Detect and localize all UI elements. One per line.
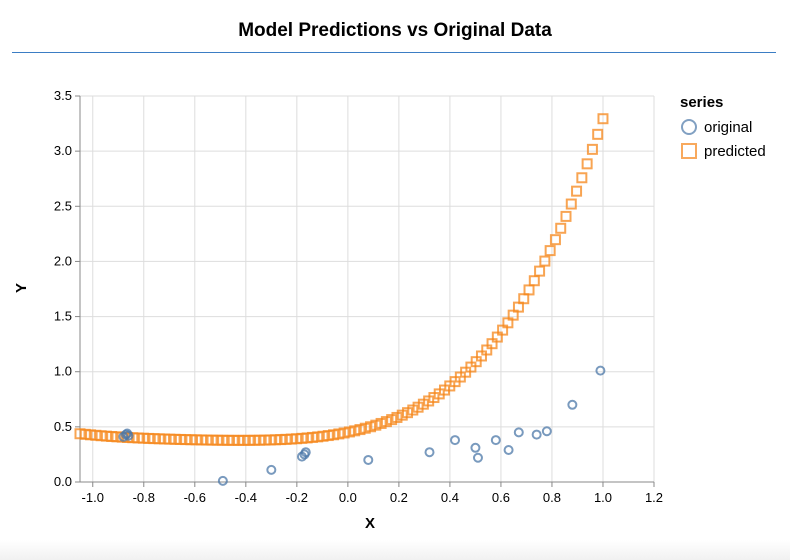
predicted-point [528, 275, 540, 287]
legend-title: series [680, 94, 724, 111]
original-point [470, 442, 481, 453]
x-tick-label: 0.6 [492, 490, 510, 505]
legend-label-original: original [704, 118, 753, 136]
y-tick-label: 2.5 [54, 198, 72, 213]
x-tick-label: -0.8 [133, 490, 155, 505]
x-tick-label: 0.4 [441, 490, 459, 505]
original-point [595, 365, 606, 376]
title-divider [12, 52, 776, 53]
original-point [363, 454, 374, 465]
original-point [541, 426, 552, 437]
y-tick-label: 2.0 [54, 253, 72, 268]
legend-label-predicted: predicted [704, 142, 766, 160]
predicted-point [592, 128, 604, 140]
predicted-point [555, 222, 567, 234]
predicted-point [539, 255, 551, 267]
predicted-point [565, 198, 577, 210]
legend-item-predicted: predicted [680, 139, 766, 163]
x-tick-label: -1.0 [82, 490, 104, 505]
grid [80, 95, 655, 483]
original-point [567, 399, 578, 410]
original-point [472, 452, 483, 463]
original-point [300, 447, 311, 458]
x-axis-label: X [365, 515, 375, 532]
legend-item-original: original [680, 115, 766, 139]
axes: -1.0 -0.8 -0.6 -0.4 -0.2 0.0 0.2 0.4 0.6 0.8 1.0 1.… [54, 88, 663, 505]
predicted-point [576, 172, 588, 184]
y-tick-label: 3.5 [54, 88, 72, 103]
chart-title: Model Predictions vs Original Data [238, 20, 552, 41]
original-point [513, 427, 524, 438]
predicted-point [560, 210, 572, 222]
circle-icon [680, 118, 698, 136]
y-axis-label: Y [13, 283, 30, 293]
y-tick-label: 0.5 [54, 419, 72, 434]
x-tick-label: 0.0 [339, 490, 357, 505]
x-tick-label: -0.6 [184, 490, 206, 505]
x-tick-label: -0.2 [286, 490, 308, 505]
original-point [266, 464, 277, 475]
x-tick-label: 0.8 [543, 490, 561, 505]
predicted-point [571, 185, 583, 197]
predicted-point [544, 245, 556, 257]
x-tick-label: 1.2 [645, 490, 663, 505]
y-tick-label: 1.5 [54, 309, 72, 324]
legend: series original predicted [680, 94, 766, 163]
square-icon [680, 142, 698, 160]
original-point [123, 430, 134, 441]
predicted-point [534, 265, 546, 277]
predicted-point [523, 284, 535, 296]
y-tick-label: 3.0 [54, 143, 72, 158]
original-point [490, 435, 501, 446]
predicted-series [74, 113, 609, 446]
x-tick-label: 1.0 [594, 490, 612, 505]
x-tick-label: 0.2 [390, 490, 408, 505]
original-point [424, 447, 435, 458]
original-point [450, 435, 461, 446]
predicted-point [586, 143, 598, 155]
x-tick-label: -0.4 [235, 490, 257, 505]
predicted-point [549, 234, 561, 246]
original-point [531, 429, 542, 440]
original-point [217, 475, 228, 486]
original-point [503, 445, 514, 456]
predicted-point [581, 158, 593, 170]
y-tick-label: 1.0 [54, 364, 72, 379]
original-series [118, 365, 606, 486]
predicted-point [597, 113, 609, 125]
y-tick-label: 0.0 [54, 474, 72, 489]
